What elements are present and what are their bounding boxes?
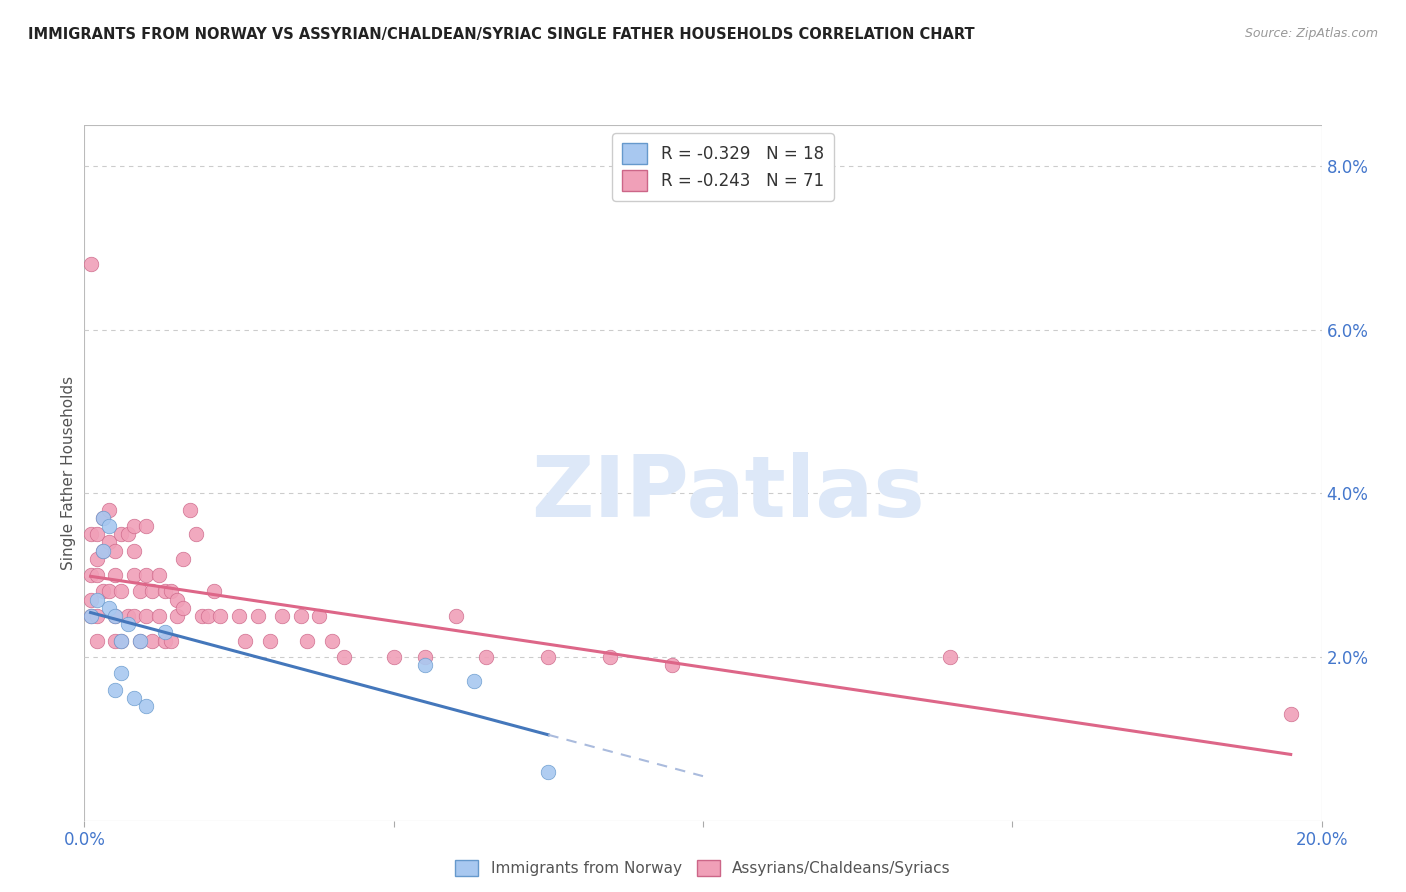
Point (98, 535, 121, 549)
Point (110, 584, 132, 599)
Point (122, 519, 145, 533)
Point (79, 257, 101, 271)
Point (939, 649, 962, 664)
Text: Source: ZipAtlas.com: Source: ZipAtlas.com (1244, 27, 1378, 40)
Point (110, 666, 132, 681)
Point (160, 633, 183, 648)
Point (104, 609, 127, 624)
Point (599, 649, 621, 664)
Point (86, 568, 108, 582)
Point (413, 658, 436, 673)
Point (98, 519, 121, 533)
Point (148, 568, 170, 582)
Point (129, 633, 152, 648)
Point (79, 609, 101, 624)
Point (122, 690, 145, 705)
Point (135, 519, 157, 533)
Point (110, 633, 132, 648)
Point (153, 633, 176, 648)
Point (333, 649, 356, 664)
Point (122, 543, 145, 558)
Point (141, 584, 163, 599)
Point (191, 609, 214, 624)
Point (153, 584, 176, 599)
Y-axis label: Single Father Households: Single Father Households (60, 376, 76, 570)
Point (91, 543, 114, 558)
Point (444, 609, 467, 624)
Point (166, 609, 188, 624)
Point (79, 592, 101, 607)
Point (122, 568, 145, 582)
Point (110, 633, 132, 648)
Point (202, 584, 225, 599)
Point (184, 527, 207, 541)
Point (91, 543, 114, 558)
Point (104, 543, 127, 558)
Point (98, 600, 121, 615)
Point (104, 633, 127, 648)
Point (135, 609, 157, 624)
Point (86, 633, 108, 648)
Point (117, 617, 139, 632)
Point (135, 568, 157, 582)
Point (179, 502, 201, 516)
Point (117, 527, 139, 541)
Point (160, 584, 183, 599)
Point (271, 609, 294, 624)
Point (537, 764, 560, 779)
Point (246, 609, 269, 624)
Point (86, 551, 108, 566)
Point (104, 609, 127, 624)
Point (413, 649, 436, 664)
Point (86, 527, 108, 541)
Point (537, 649, 560, 664)
Point (475, 649, 498, 664)
Point (197, 609, 219, 624)
Point (463, 674, 485, 689)
Point (295, 633, 318, 648)
Point (129, 633, 152, 648)
Point (661, 658, 683, 673)
Point (98, 502, 121, 516)
Point (321, 633, 343, 648)
Legend: Immigrants from Norway, Assyrians/Chaldeans/Syriacs: Immigrants from Norway, Assyrians/Chalde… (450, 855, 956, 882)
Point (382, 649, 405, 664)
Point (172, 551, 194, 566)
Point (153, 625, 176, 640)
Point (110, 527, 132, 541)
Point (141, 633, 163, 648)
Point (259, 633, 281, 648)
Point (172, 600, 194, 615)
Point (122, 609, 145, 624)
Point (1279, 707, 1302, 722)
Point (86, 592, 108, 607)
Point (79, 568, 101, 582)
Point (91, 510, 114, 524)
Point (91, 584, 114, 599)
Point (148, 609, 170, 624)
Point (166, 592, 188, 607)
Point (86, 609, 108, 624)
Point (209, 609, 232, 624)
Point (104, 682, 127, 697)
Point (79, 527, 101, 541)
Text: ZIPatlas: ZIPatlas (531, 452, 925, 535)
Point (228, 609, 250, 624)
Point (104, 568, 127, 582)
Text: IMMIGRANTS FROM NORWAY VS ASSYRIAN/CHALDEAN/SYRIAC SINGLE FATHER HOUSEHOLDS CORR: IMMIGRANTS FROM NORWAY VS ASSYRIAN/CHALD… (28, 27, 974, 42)
Point (98, 584, 121, 599)
Point (233, 633, 256, 648)
Point (308, 609, 330, 624)
Point (129, 584, 152, 599)
Point (135, 699, 157, 714)
Point (290, 609, 312, 624)
Point (117, 609, 139, 624)
Point (91, 510, 114, 524)
Point (79, 609, 101, 624)
